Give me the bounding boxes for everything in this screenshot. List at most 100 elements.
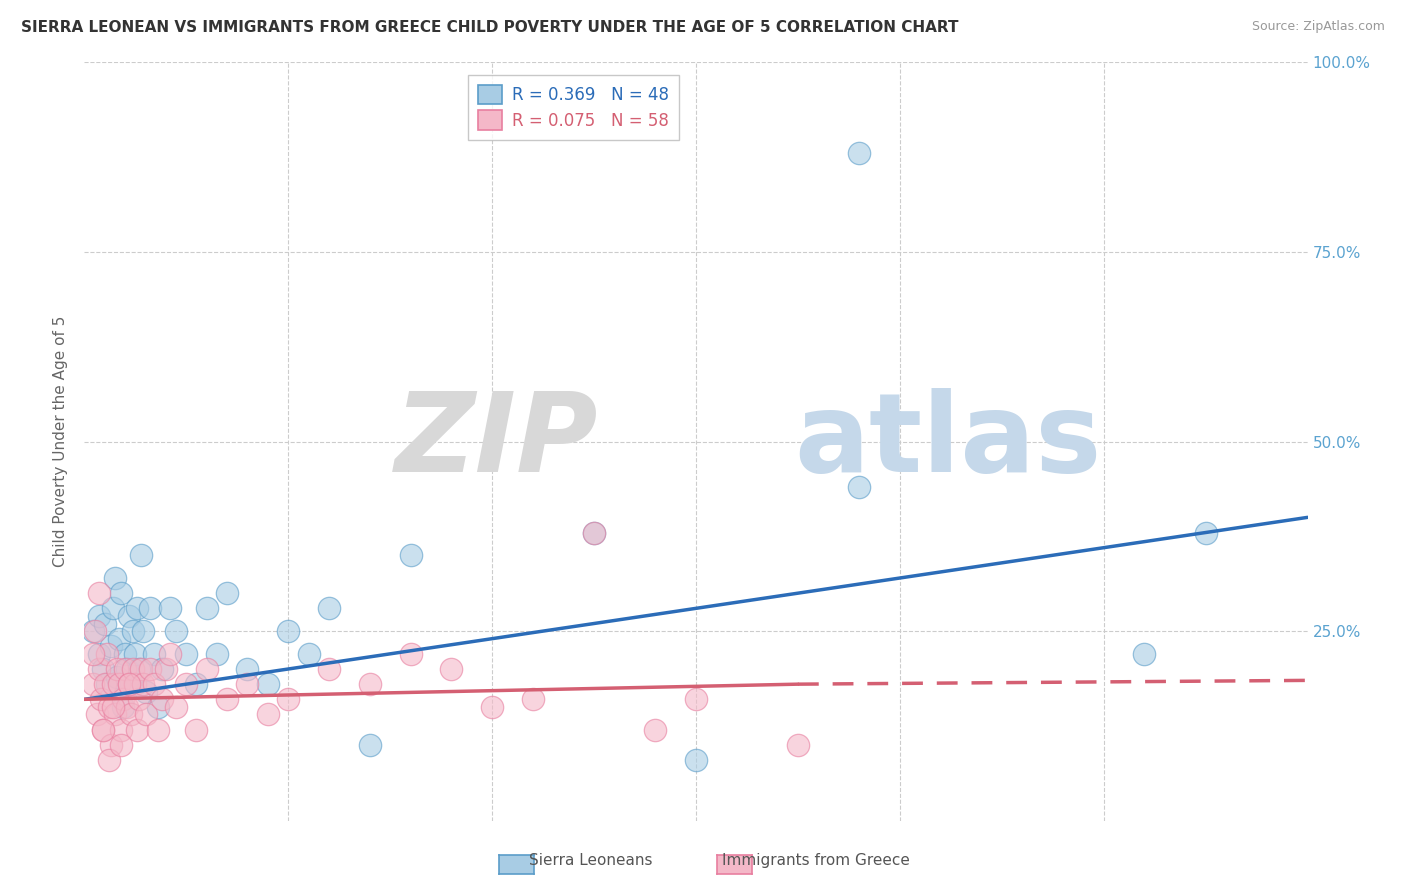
- Point: [128, 662, 150, 676]
- Text: Sierra Leoneans: Sierra Leoneans: [529, 854, 652, 868]
- Point: [114, 662, 136, 676]
- Point: [132, 677, 155, 691]
- Point: [848, 480, 870, 494]
- Point: [90, 692, 112, 706]
- Point: [118, 677, 141, 691]
- Point: [87, 647, 110, 661]
- Legend: R = 0.369   N = 48, R = 0.075   N = 58: R = 0.369 N = 48, R = 0.075 N = 58: [468, 75, 679, 140]
- Point: [104, 707, 127, 722]
- Point: [195, 601, 218, 615]
- Point: [115, 699, 138, 714]
- Point: [105, 662, 128, 676]
- Point: [848, 146, 870, 161]
- Point: [257, 677, 280, 691]
- Text: atlas: atlas: [794, 388, 1101, 495]
- Point: [186, 723, 208, 737]
- Point: [131, 662, 153, 676]
- Point: [96, 677, 118, 691]
- Point: [127, 601, 149, 615]
- Point: [359, 738, 381, 752]
- Point: [122, 624, 145, 639]
- Point: [82, 647, 104, 661]
- Point: [174, 677, 197, 691]
- Point: [146, 699, 169, 714]
- Point: [159, 647, 181, 661]
- Point: [93, 616, 115, 631]
- Point: [128, 692, 150, 706]
- Point: [108, 677, 131, 691]
- Point: [118, 608, 141, 623]
- Point: [142, 647, 165, 661]
- Point: [120, 707, 142, 722]
- Point: [217, 692, 239, 706]
- Point: [124, 647, 146, 661]
- Point: [138, 601, 160, 615]
- Point: [91, 723, 114, 737]
- Point: [87, 608, 110, 623]
- Point: [110, 723, 132, 737]
- Point: [481, 699, 503, 714]
- Point: [142, 677, 165, 691]
- Point: [105, 669, 128, 683]
- Point: [440, 662, 463, 676]
- Point: [83, 624, 105, 639]
- Point: [217, 586, 239, 600]
- Point: [118, 677, 141, 691]
- Point: [101, 699, 124, 714]
- Point: [787, 738, 810, 752]
- Point: [277, 624, 299, 639]
- Point: [101, 601, 124, 615]
- Point: [205, 647, 228, 661]
- Point: [96, 647, 118, 661]
- Point: [110, 586, 132, 600]
- Point: [159, 601, 181, 615]
- Text: ZIP: ZIP: [395, 388, 598, 495]
- Point: [522, 692, 544, 706]
- Point: [100, 738, 122, 752]
- Point: [108, 632, 131, 646]
- Point: [114, 647, 136, 661]
- Point: [583, 525, 606, 540]
- Point: [257, 707, 280, 722]
- Point: [97, 753, 120, 767]
- Point: [318, 662, 340, 676]
- Point: [150, 692, 173, 706]
- Point: [101, 677, 124, 691]
- Point: [87, 662, 110, 676]
- Point: [1195, 525, 1218, 540]
- Point: [93, 677, 115, 691]
- Point: [104, 571, 127, 585]
- Point: [91, 723, 114, 737]
- Point: [298, 647, 321, 661]
- Point: [112, 692, 135, 706]
- Point: [174, 647, 197, 661]
- Point: [155, 662, 177, 676]
- Point: [195, 662, 218, 676]
- Text: SIERRA LEONEAN VS IMMIGRANTS FROM GREECE CHILD POVERTY UNDER THE AGE OF 5 CORREL: SIERRA LEONEAN VS IMMIGRANTS FROM GREECE…: [21, 20, 959, 35]
- Point: [135, 685, 157, 699]
- Point: [100, 639, 122, 653]
- Point: [399, 548, 422, 563]
- Point: [644, 723, 666, 737]
- Point: [138, 662, 160, 676]
- Point: [399, 647, 422, 661]
- Point: [112, 699, 135, 714]
- Point: [122, 662, 145, 676]
- Point: [685, 753, 707, 767]
- Point: [146, 723, 169, 737]
- Point: [1133, 647, 1156, 661]
- Point: [359, 677, 381, 691]
- Point: [150, 662, 173, 676]
- Point: [132, 624, 155, 639]
- Point: [86, 707, 108, 722]
- Point: [165, 699, 187, 714]
- Text: Immigrants from Greece: Immigrants from Greece: [721, 854, 910, 868]
- Point: [87, 586, 110, 600]
- Point: [186, 677, 208, 691]
- Point: [127, 723, 149, 737]
- Point: [82, 624, 104, 639]
- Point: [165, 624, 187, 639]
- Point: [82, 677, 104, 691]
- Point: [124, 677, 146, 691]
- Point: [583, 525, 606, 540]
